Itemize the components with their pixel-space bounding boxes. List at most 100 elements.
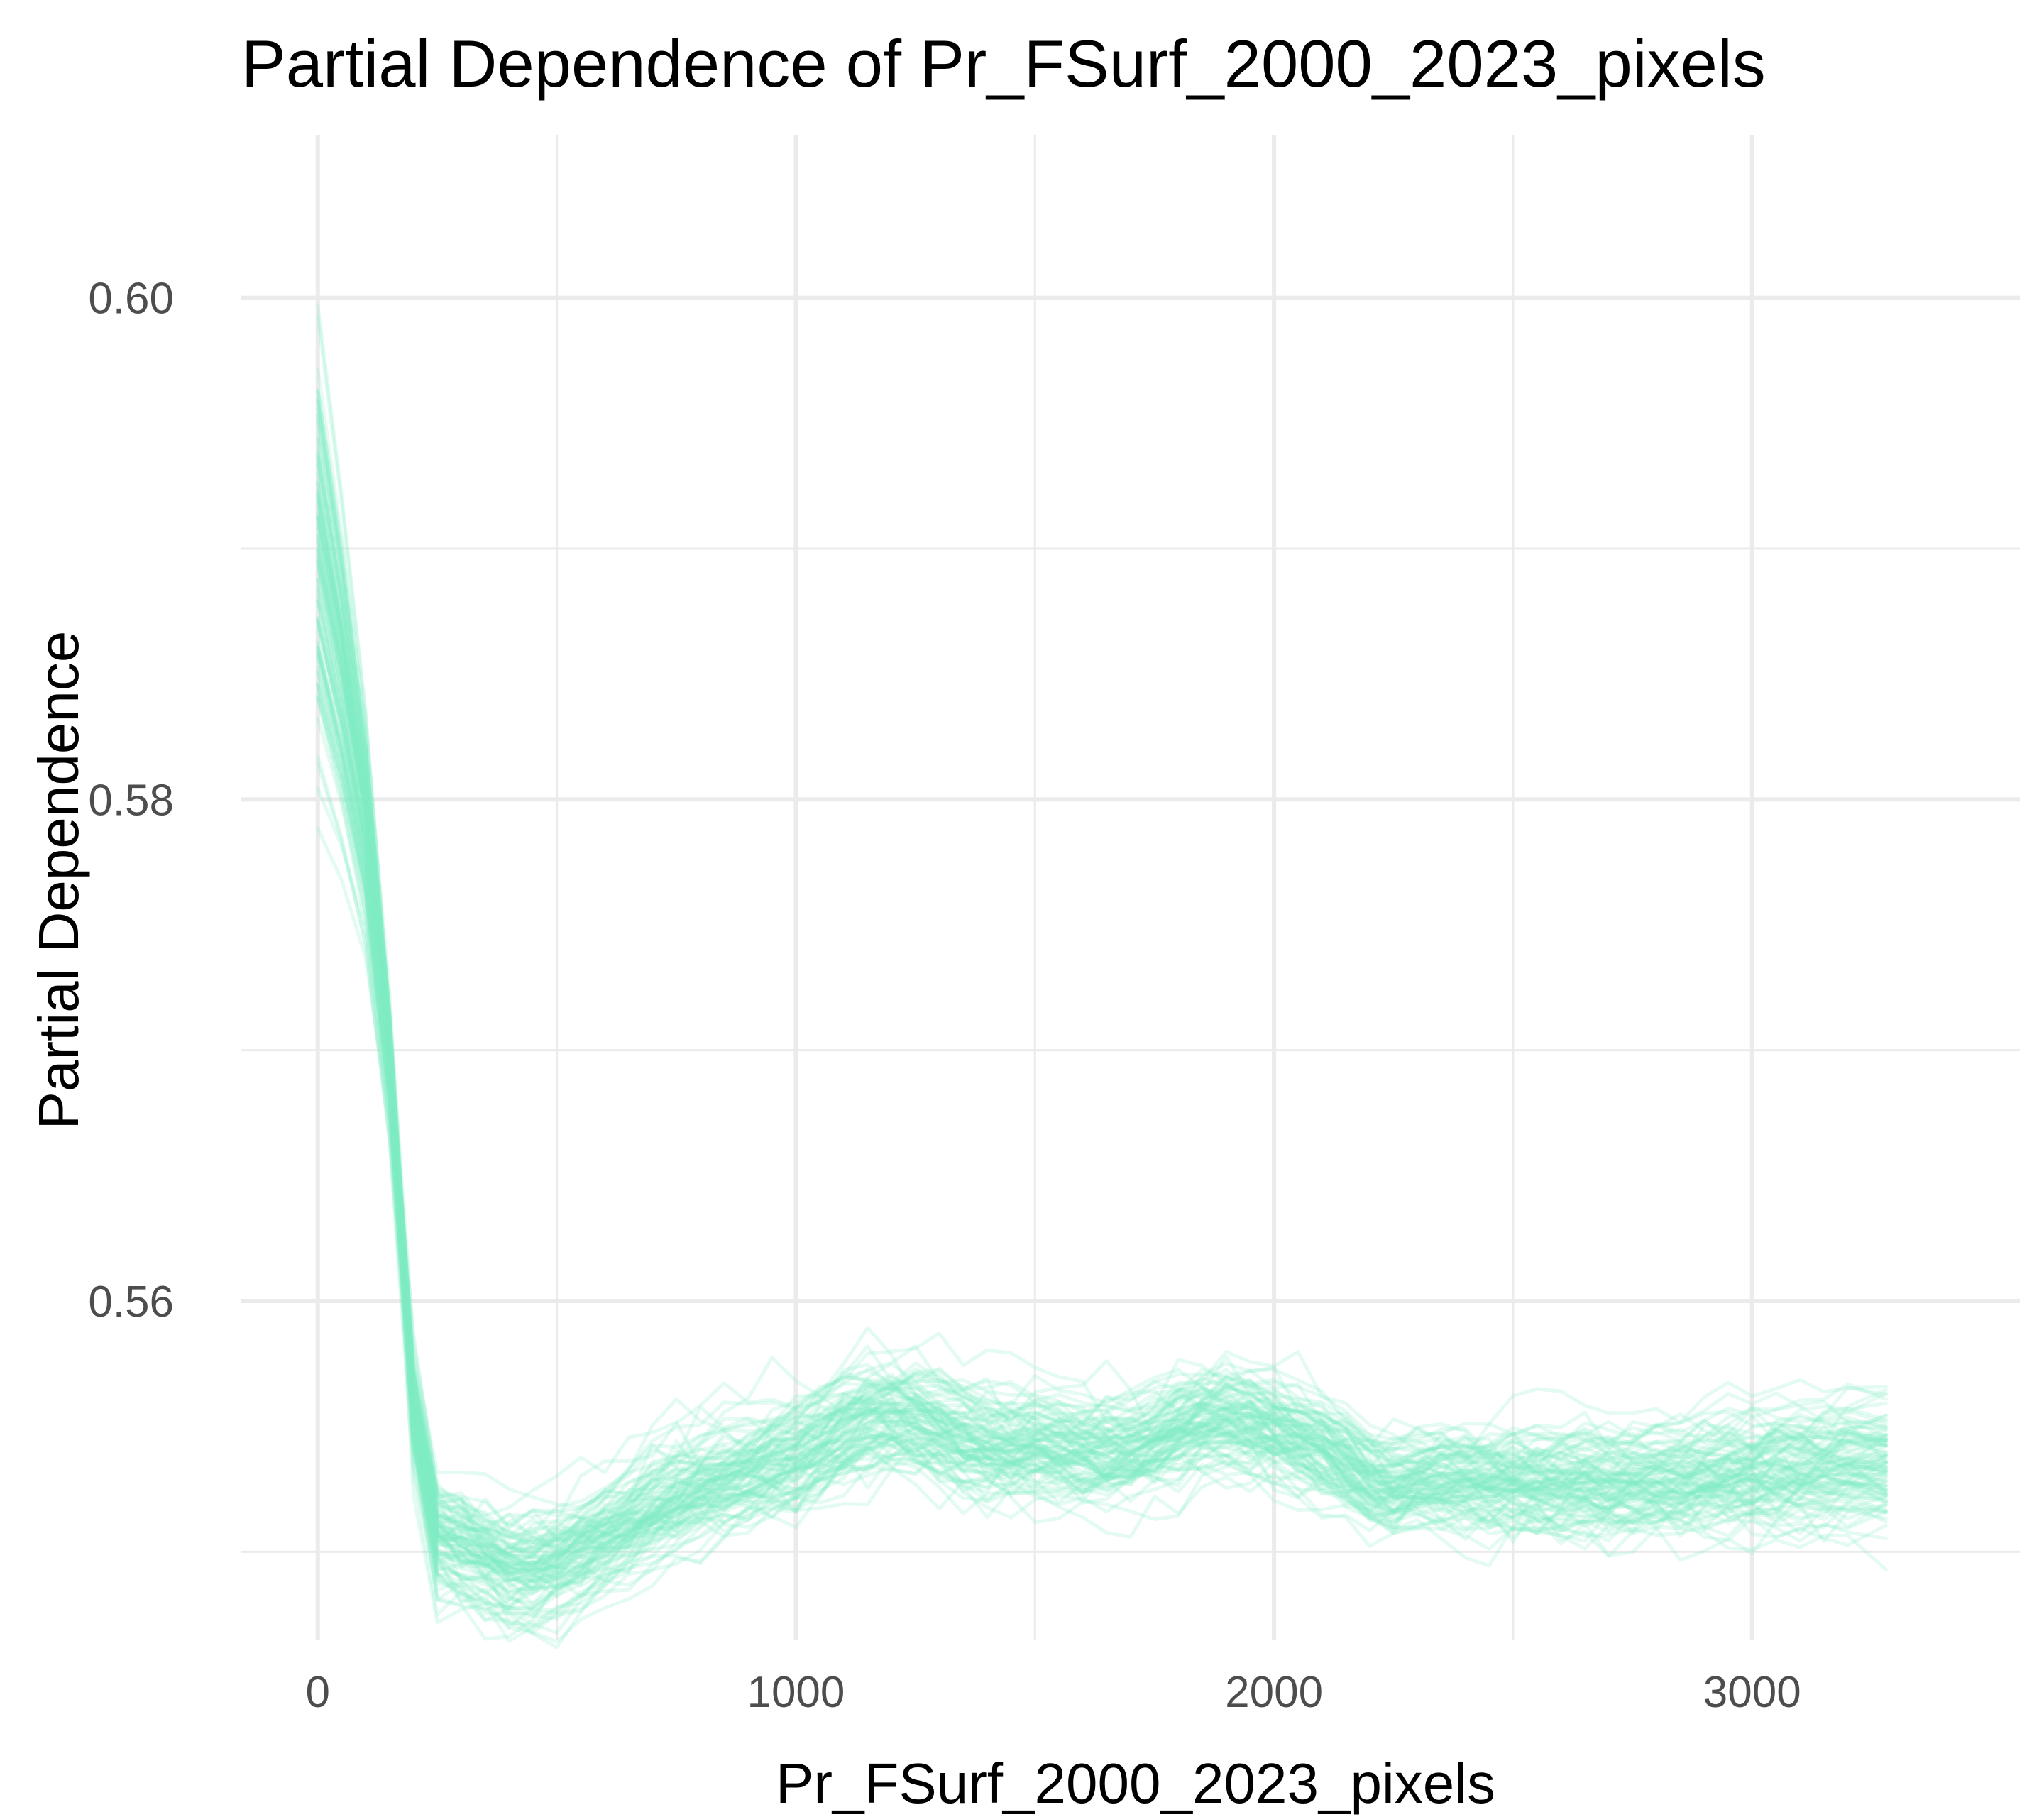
- ice-line: [316, 586, 1888, 1569]
- ice-line: [316, 492, 1888, 1551]
- ice-line: [316, 500, 1888, 1539]
- ice-line: [316, 488, 1888, 1610]
- x-tick-label: 0: [306, 1668, 330, 1717]
- ice-line: [316, 670, 1888, 1572]
- ice-line: [316, 492, 1888, 1583]
- ice-line: [316, 516, 1888, 1532]
- ice-line: [316, 519, 1888, 1563]
- ice-line: [316, 534, 1888, 1568]
- ice-line: [316, 588, 1888, 1556]
- x-tick-label: 1000: [747, 1668, 845, 1717]
- ice-line: [316, 558, 1888, 1621]
- ice-line: [316, 456, 1888, 1559]
- ice-line: [316, 549, 1888, 1583]
- y-tick-label: 0.58: [88, 776, 174, 825]
- y-tick-label: 0.60: [88, 275, 174, 324]
- ice-line: [316, 538, 1888, 1592]
- x-tick-label: 3000: [1703, 1668, 1801, 1717]
- ice-line: [316, 598, 1888, 1584]
- ice-line: [316, 615, 1888, 1543]
- ice-line: [316, 453, 1888, 1569]
- y-tick-label: 0.56: [88, 1278, 174, 1327]
- ice-line: [316, 527, 1888, 1567]
- y-axis-title: Partial Dependence: [27, 631, 90, 1130]
- ice-line: [316, 481, 1888, 1579]
- ice-line: [316, 541, 1888, 1551]
- ice-line: [316, 693, 1888, 1616]
- ice-line: [316, 650, 1888, 1566]
- ice-line: [316, 647, 1888, 1542]
- ice-line: [316, 684, 1888, 1583]
- ice-line: [316, 578, 1888, 1612]
- ice-line: [316, 652, 1888, 1594]
- ice-line: [316, 695, 1888, 1556]
- ice-line: [316, 534, 1888, 1569]
- ice-line: [316, 414, 1888, 1572]
- ice-line: [316, 826, 1888, 1580]
- ice-line: [316, 617, 1888, 1619]
- ice-line: [316, 406, 1888, 1591]
- ice-line: [316, 558, 1888, 1555]
- chart-title: Partial Dependence of Pr_FSurf_2000_2023…: [241, 26, 1766, 101]
- ice-line: [316, 620, 1888, 1562]
- ice-line: [316, 515, 1888, 1555]
- ice-line: [316, 388, 1888, 1529]
- ice-line: [316, 548, 1888, 1554]
- ice-line: [316, 656, 1888, 1601]
- ice-line: [316, 399, 1888, 1643]
- ice-line: [316, 681, 1888, 1596]
- ice-line: [316, 682, 1888, 1592]
- ice-line: [316, 414, 1888, 1547]
- ice-line: [316, 645, 1888, 1588]
- ice-line: [316, 418, 1888, 1577]
- ice-line: [316, 389, 1888, 1567]
- ice-line: [316, 555, 1888, 1557]
- ice-line: [316, 465, 1888, 1577]
- ice-line: [316, 639, 1888, 1535]
- ice-line: [316, 671, 1888, 1551]
- ice-line: [316, 462, 1888, 1559]
- ice-line: [316, 646, 1888, 1630]
- ice-line: [316, 471, 1888, 1572]
- ice-line: [316, 497, 1888, 1539]
- ice-line: [316, 695, 1888, 1588]
- ice-line: [316, 598, 1888, 1559]
- ice-line: [316, 315, 1888, 1601]
- x-tick-label: 2000: [1225, 1668, 1323, 1717]
- ice-line: [316, 493, 1888, 1582]
- ice-line: [316, 439, 1888, 1594]
- ice-line: [316, 562, 1888, 1553]
- ice-line: [316, 697, 1888, 1644]
- ice-line: [316, 515, 1888, 1576]
- ice-line: [316, 684, 1888, 1605]
- ice-line: [316, 627, 1888, 1571]
- ice-line: [316, 482, 1888, 1576]
- ice-line: [316, 646, 1888, 1577]
- ice-line: [316, 786, 1888, 1558]
- ice-line: [316, 600, 1888, 1593]
- ice-line: [316, 451, 1888, 1569]
- ice-line: [316, 389, 1888, 1614]
- ice-line: [316, 430, 1888, 1635]
- ice-line: [316, 397, 1888, 1578]
- ice-line: [316, 762, 1888, 1607]
- ice-line: [316, 367, 1888, 1583]
- ice-line: [316, 449, 1888, 1592]
- ice-line: [316, 510, 1888, 1571]
- ice-line: [316, 514, 1888, 1539]
- ice-line: [316, 619, 1888, 1583]
- ice-line: [316, 619, 1888, 1545]
- ice-line: [316, 571, 1888, 1541]
- ice-line: [316, 495, 1888, 1635]
- ice-line: [316, 303, 1888, 1606]
- ice-line: [316, 559, 1888, 1557]
- ice-line: [316, 548, 1888, 1543]
- ice-line: [316, 561, 1888, 1641]
- ice-line: [316, 578, 1888, 1565]
- ice-line: [316, 617, 1888, 1576]
- ice-line: [316, 594, 1888, 1626]
- ice-line: [316, 754, 1888, 1649]
- ice-line: [316, 480, 1888, 1630]
